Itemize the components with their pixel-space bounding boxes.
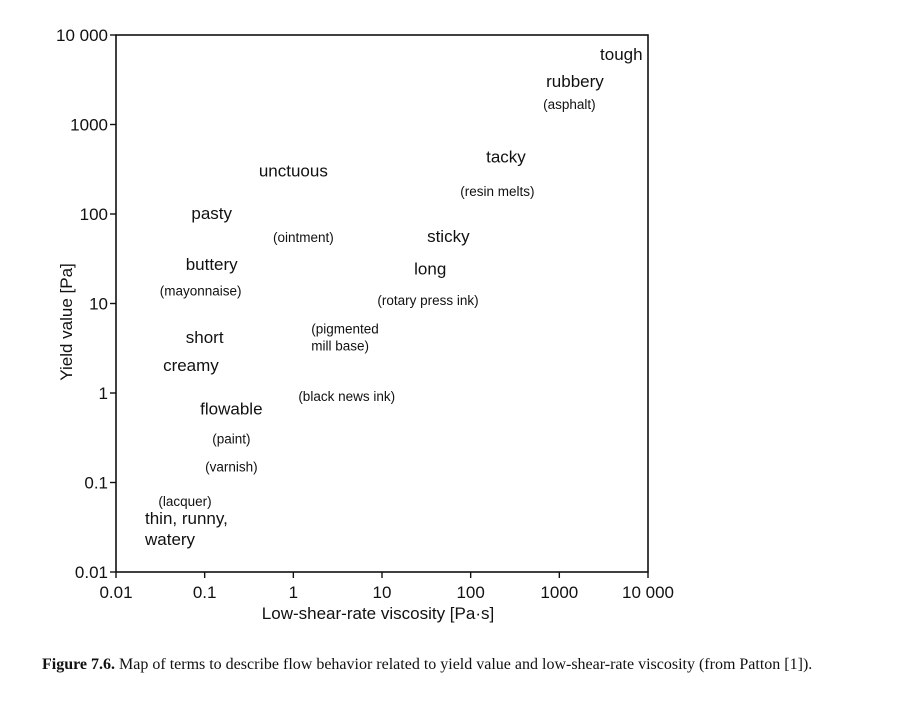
term-label: buttery [186, 255, 238, 274]
example-label: (mayonnaise) [160, 283, 242, 298]
y-tick-label: 0.1 [84, 474, 108, 493]
term-label: unctuous [259, 161, 328, 180]
x-tick-label: 1000 [540, 583, 578, 602]
x-tick-label: 10 000 [622, 583, 674, 602]
figure-caption-label: Figure 7.6. [42, 656, 116, 673]
y-tick-label: 100 [80, 205, 108, 224]
annotation-line: mill base) [311, 339, 369, 354]
example-label: (black news ink) [298, 389, 395, 404]
example-label: (paint) [212, 432, 250, 447]
annotation-line: thin, runny, [145, 509, 228, 528]
x-tick-label: 0.1 [193, 583, 217, 602]
y-tick-label: 1000 [70, 116, 108, 135]
figure-caption: Figure 7.6. Map of terms to describe flo… [42, 654, 862, 676]
y-tick-label: 10 [89, 295, 108, 314]
y-axis: 0.01 0.1 1 10 100 1000 10 000 [56, 26, 116, 582]
term-label: tacky [486, 147, 526, 166]
example-label: (lacquer) [158, 494, 211, 509]
example-label: (pigmented mill base) [311, 322, 379, 354]
chart: 0.01 0.1 1 10 100 1000 10 000 0.01 0.1 1 10 100 100… [56, 26, 674, 623]
term-label: short [186, 328, 224, 347]
y-tick-label: 1 [99, 384, 108, 403]
annotation-line: (pigmented [311, 322, 379, 337]
term-label: thin, runny, watery [144, 509, 228, 549]
term-label: pasty [191, 204, 232, 223]
annotation-line: watery [144, 530, 196, 549]
term-label: tough [600, 45, 643, 64]
x-tick-label: 100 [456, 583, 484, 602]
x-axis: 0.01 0.1 1 10 100 1000 10 000 [99, 572, 674, 602]
x-axis-title: Low-shear-rate viscosity [Pa·s] [262, 604, 494, 623]
y-tick-label: 0.01 [75, 563, 108, 582]
term-label: creamy [163, 356, 219, 375]
term-label: sticky [427, 227, 470, 246]
y-axis-title: Yield value [Pa] [57, 263, 76, 381]
term-label: flowable [200, 400, 262, 419]
example-label: (varnish) [205, 460, 258, 475]
x-tick-label: 1 [289, 583, 298, 602]
example-label: (resin melts) [460, 184, 534, 199]
figure-caption-text: Map of terms to describe flow behavior r… [119, 656, 813, 673]
y-tick-label: 10 000 [56, 26, 108, 45]
example-label: (rotary press ink) [377, 293, 478, 308]
term-label: rubbery [546, 72, 604, 91]
x-tick-label: 10 [373, 583, 392, 602]
example-label: (asphalt) [543, 97, 596, 112]
term-label: long [414, 259, 446, 278]
example-label: (ointment) [273, 230, 334, 245]
annotations: tough rubbery (asphalt) tacky (resin melts) u… [144, 45, 643, 549]
x-tick-label: 0.01 [99, 583, 132, 602]
